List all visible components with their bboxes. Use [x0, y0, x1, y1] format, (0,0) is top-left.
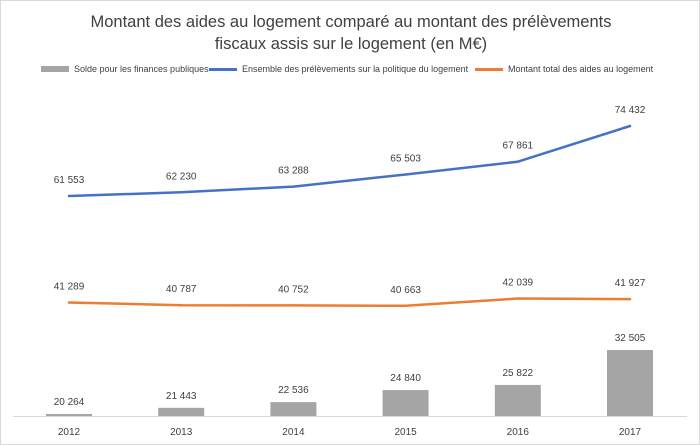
chart-title-line-1: Montant des aides au logement comparé au… [90, 13, 612, 31]
point-prelevements-2015 [404, 173, 407, 176]
data-label-solde-2014: 22 536 [278, 385, 309, 396]
point-aides-2016 [516, 297, 519, 300]
x-tick-label-2016: 2016 [507, 427, 530, 438]
point-aides-2015 [404, 304, 407, 308]
bar-solde-2015 [382, 390, 429, 416]
data-label-solde-2015: 24 840 [390, 373, 421, 384]
x-tick-label-2012: 2012 [58, 427, 81, 438]
legend-item-aides: Montant total des aides au logement [475, 64, 653, 74]
point-prelevements-2014 [292, 185, 295, 188]
data-label-solde-2013: 21 443 [166, 391, 197, 402]
data-label-prelevements-2013: 62 230 [166, 171, 197, 182]
point-aides-2014 [292, 304, 295, 307]
x-tick-label-2013: 2013 [170, 427, 193, 438]
point-aides-2017 [628, 297, 632, 301]
x-tick-label-2014: 2014 [282, 427, 305, 438]
data-label-aides-2012: 41 289 [54, 282, 85, 293]
data-label-solde-2012: 20 264 [54, 397, 85, 408]
data-label-solde-2017: 32 505 [615, 333, 646, 344]
legend-swatch-aides [475, 67, 503, 71]
data-label-aides-2014: 40 752 [278, 284, 309, 295]
data-label-prelevements-2014: 63 288 [278, 166, 309, 177]
chart-title: Montant des aides au logement comparé au… [1, 11, 700, 55]
bar-solde-2013 [158, 407, 205, 416]
data-label-aides-2016: 42 039 [503, 278, 534, 289]
x-tick-label-2017: 2017 [619, 427, 642, 438]
data-label-aides-2015: 40 663 [390, 285, 421, 296]
legend-label-aides: Montant total des aides au logement [508, 64, 654, 74]
point-aides-2013 [180, 303, 183, 307]
bar-solde-2014 [270, 402, 317, 416]
legend-swatch-prelevements [209, 67, 237, 71]
chart-title-line-2: fiscaux assis sur le logement (en M€) [214, 35, 488, 53]
point-aides-2012 [67, 301, 71, 304]
data-label-prelevements-2015: 65 503 [390, 154, 421, 165]
legend-label-prelevements: Ensemble des prélèvements sur la politiq… [242, 64, 469, 74]
point-prelevements-2016 [516, 160, 519, 163]
legend-swatch-solde [41, 66, 69, 72]
data-label-prelevements-2012: 61 553 [54, 175, 85, 186]
data-label-aides-2017: 41 927 [615, 278, 646, 289]
point-prelevements-2012 [67, 194, 71, 198]
point-prelevements-2017 [628, 124, 632, 128]
data-label-prelevements-2016: 67 861 [503, 141, 534, 152]
chart-legend: Solde pour les finances publiques Ensemb… [1, 64, 700, 80]
point-prelevements-2013 [180, 191, 183, 194]
bar-solde-2017 [607, 350, 653, 416]
legend-item-prelevements: Ensemble des prélèvements sur la politiq… [209, 64, 468, 74]
data-label-solde-2016: 25 822 [503, 368, 534, 379]
data-label-aides-2013: 40 787 [166, 284, 197, 295]
x-tick-label-2015: 2015 [394, 427, 417, 438]
bar-solde-2012 [46, 414, 92, 416]
data-label-prelevements-2017: 74 432 [615, 105, 646, 116]
legend-label-solde: Solde pour les finances publiques [74, 64, 209, 74]
legend-item-solde: Solde pour les finances publiques [41, 64, 209, 74]
line-prelevements [67, 124, 632, 198]
line-aides [67, 297, 632, 308]
bar-solde-2016 [494, 384, 541, 416]
